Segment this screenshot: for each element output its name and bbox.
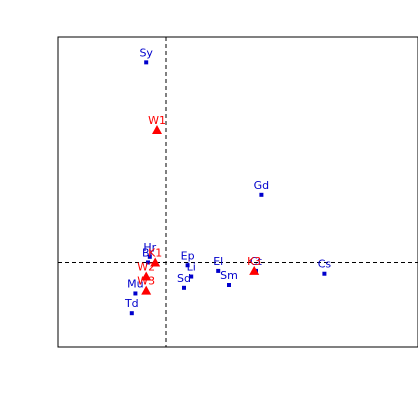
point-marker-mu: [133, 291, 138, 296]
point-marker-k3: [249, 265, 260, 275]
point-label-ep: Ep: [181, 249, 195, 262]
point-marker-cs: [322, 271, 327, 276]
point-label-w1: W1: [148, 114, 166, 127]
point-marker-k1: [150, 257, 161, 267]
point-label-sd: Sd: [177, 272, 191, 285]
plot-frame: [57, 36, 418, 348]
point-marker-w2: [141, 271, 152, 281]
point-label-k1: K1: [148, 246, 162, 259]
point-label-hr: Hr: [143, 241, 156, 254]
point-label-ct: Ct: [250, 255, 263, 268]
point-label-td: Td: [124, 297, 139, 310]
point-marker-br: [146, 260, 150, 265]
point-marker-el: [216, 268, 221, 273]
point-marker-gd: [259, 192, 264, 197]
point-label-w2: W2: [137, 261, 155, 274]
point-label-w3: W3: [137, 275, 155, 288]
point-label-sy: Sy: [139, 46, 153, 59]
point-label-el: El: [213, 255, 223, 268]
point-label-br: Br: [142, 246, 155, 259]
point-marker-w3: [141, 285, 152, 295]
point-marker-li: [189, 274, 194, 279]
point-label-mu: Mu: [127, 277, 143, 290]
point-label-k3: K3: [247, 255, 261, 268]
point-marker-td: [129, 311, 134, 316]
point-marker-hr: [147, 254, 152, 259]
point-marker-sm: [227, 283, 231, 287]
point-label-sm: Sm: [220, 269, 238, 282]
point-label-li: Li: [187, 261, 196, 274]
point-marker-ep: [185, 263, 190, 268]
point-label-cs: Cs: [318, 258, 332, 271]
point-label-gd: Gd: [254, 179, 270, 192]
point-marker-w1: [152, 125, 162, 134]
point-marker-sd: [182, 285, 186, 290]
point-marker-sy: [144, 60, 149, 65]
